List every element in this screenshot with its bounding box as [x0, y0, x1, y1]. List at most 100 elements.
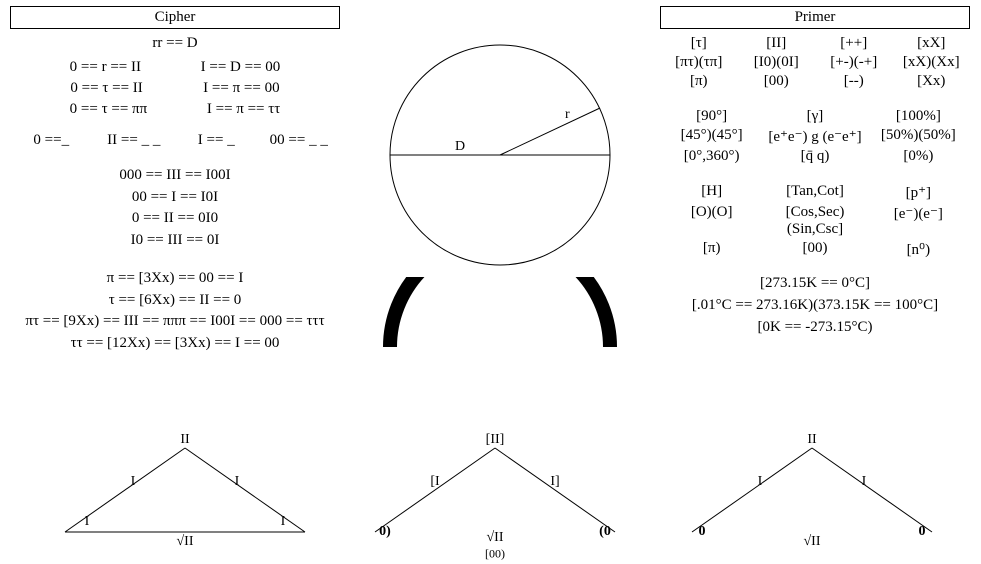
- p2-r1c1: [e⁺e⁻) g (e⁻e⁺]: [763, 127, 866, 146]
- center-diagrams: D r: [360, 40, 640, 357]
- p2-r2c0: [0°,360°): [660, 148, 763, 165]
- tri-r-right-side: [812, 448, 932, 532]
- cipher-tick-row: 0 ==_ II == _ _ I == _ 00 == _ _: [10, 132, 340, 149]
- p3-r0c2: [p⁺]: [867, 183, 970, 202]
- tri-c-base-center: √II: [486, 530, 503, 546]
- tri-l-base-center: √II: [176, 534, 193, 550]
- cipher-low-block: π == [3Xx) == 00 == I τ == [6Xx) == II =…: [10, 268, 340, 355]
- cipher-low-1: τ == [6Xx) == II == 0: [10, 290, 340, 312]
- p3-r0c1: [Tan,Cot]: [763, 183, 866, 202]
- radius-line: [500, 108, 600, 155]
- p3-r1c2: [e⁻)(e⁻]: [867, 204, 970, 238]
- p1-r0c2: [++]: [815, 35, 893, 52]
- tri-c-mid-right: I]: [550, 474, 559, 490]
- triangle-center-svg: [355, 440, 635, 540]
- p3-r1c0: [O)(O]: [660, 204, 763, 238]
- p2-r0c1: [γ]: [763, 108, 866, 125]
- cipher-mid-3: I0 == III == 0I: [10, 230, 340, 252]
- tri-l-right-side: [185, 448, 305, 532]
- r-label: r: [565, 107, 570, 122]
- tri-r-base-center: √II: [803, 534, 820, 550]
- arc-path: [390, 277, 610, 347]
- triangle-right-svg: [672, 440, 952, 540]
- p3-r2c2: [n⁰): [867, 240, 970, 259]
- primer-grid-2: [90°] [γ] [100%] [45°)(45°] [e⁺e⁻) g (e⁻…: [660, 108, 970, 165]
- cipher-pair-row-1: 0 == τ == II I == π == 00: [10, 80, 340, 97]
- temp-2: [0K == -273.15°C): [660, 317, 970, 339]
- tri-l-mid-right: I: [235, 474, 240, 490]
- p2-r1c0: [45°)(45°]: [660, 127, 763, 146]
- p1-r1c0: [πτ)(τπ]: [660, 54, 738, 71]
- p1-r1c2: [+-)(-+]: [815, 54, 893, 71]
- cipher-pair-0-left: 0 == r == II: [70, 59, 141, 76]
- cipher-pair-1-right: I == π == 00: [203, 80, 279, 97]
- p3-r2c1: [00): [763, 240, 866, 259]
- cipher-tick-2: I == _: [175, 132, 258, 149]
- cipher-tick-1: II == _ _: [93, 132, 176, 149]
- d-label: D: [455, 139, 465, 154]
- tri-r-left-side: [692, 448, 812, 532]
- tri-r-base-right: 0: [919, 524, 926, 540]
- cipher-tick-3: 00 == _ _: [258, 132, 341, 149]
- tri-c-base-left: 0): [379, 524, 391, 540]
- cipher-tick-0: 0 ==_: [10, 132, 93, 149]
- cipher-header: Cipher: [10, 6, 340, 29]
- cipher-panel: Cipher rr == D 0 == r == II I == D == 00…: [10, 6, 340, 355]
- p1-r0c3: [xX]: [893, 35, 971, 52]
- cipher-mid-2: 0 == II == 0I0: [10, 208, 340, 230]
- tri-c-mid-left: [I: [430, 474, 439, 490]
- triangle-left: II I I I I √II: [45, 440, 325, 560]
- cipher-pair-row-0: 0 == r == II I == D == 00: [10, 59, 340, 76]
- p1-r2c2: [--): [815, 73, 893, 90]
- p1-r0c0: [τ]: [660, 35, 738, 52]
- tri-c-apex: [II]: [486, 432, 505, 448]
- cipher-pair-row-2: 0 == τ == ππ I == π == ττ: [10, 101, 340, 118]
- p2-r0c0: [90°]: [660, 108, 763, 125]
- p1-r2c0: [π): [660, 73, 738, 90]
- circle-diagram: D r: [360, 40, 640, 270]
- temp-0: [273.15K == 0°C]: [660, 273, 970, 295]
- tri-r-mid-left: I: [758, 474, 763, 490]
- cipher-pair-0-right: I == D == 00: [201, 59, 281, 76]
- p1-r0c1: [II]: [738, 35, 816, 52]
- triangle-center: [II] [I I] 0) (0 √II [00): [355, 440, 635, 560]
- cipher-mid-0: 000 == III == I00I: [10, 165, 340, 187]
- arc-diagram: [360, 277, 640, 352]
- triangle-right: II I I 0 0 √II: [672, 440, 952, 560]
- tri-c-base-right: (0: [599, 524, 611, 540]
- cipher-pair-2-right: I == π == ττ: [207, 101, 280, 118]
- p3-r2c0: [π): [660, 240, 763, 259]
- cipher-pair-1-left: 0 == τ == II: [70, 80, 142, 97]
- cipher-mid-1: 00 == I == I0I: [10, 187, 340, 209]
- cipher-top-center: rr == D: [10, 33, 340, 55]
- tri-l-left-side: [65, 448, 185, 532]
- tri-l-apex: II: [180, 432, 189, 448]
- cipher-low-3: ττ == [12Xx) == [3Xx) == I == 00: [10, 333, 340, 355]
- cipher-pair-2-left: 0 == τ == ππ: [70, 101, 148, 118]
- p2-r1c2: [50%)(50%]: [867, 127, 970, 146]
- p1-r1c3: [xX)(Xx]: [893, 54, 971, 71]
- p1-r2c1: [00): [738, 73, 816, 90]
- tri-l-base-right: I: [281, 514, 286, 530]
- primer-temp-block: [273.15K == 0°C] [.01°C == 273.16K)(373.…: [660, 273, 970, 338]
- p1-r2c3: [Xx): [893, 73, 971, 90]
- p2-r0c2: [100%]: [867, 108, 970, 125]
- primer-panel: Primer [τ] [II] [++] [xX] [πτ)(τπ] [I0)(…: [660, 6, 970, 338]
- p3-r1c1: [Cos,Sec)(Sin,Csc]: [763, 204, 866, 238]
- cipher-mid-block: 000 == III == I00I 00 == I == I0I 0 == I…: [10, 165, 340, 252]
- tri-c-sub-center: [00): [485, 547, 505, 562]
- primer-grid-3: [H] [Tan,Cot] [p⁺] [O)(O] [Cos,Sec)(Sin,…: [660, 183, 970, 259]
- tri-r-base-left: 0: [699, 524, 706, 540]
- tri-r-mid-right: I: [862, 474, 867, 490]
- cipher-low-2: πτ == [9Xx) == III == πππ == I00I == 000…: [10, 311, 340, 333]
- p1-r1c1: [I0)(0I]: [738, 54, 816, 71]
- p3-r0c0: [H]: [660, 183, 763, 202]
- temp-1: [.01°C == 273.16K)(373.15K == 100°C]: [660, 295, 970, 317]
- tri-c-left-side: [375, 448, 495, 532]
- primer-header: Primer: [660, 6, 970, 29]
- primer-grid-1: [τ] [II] [++] [xX] [πτ)(τπ] [I0)(0I] [+-…: [660, 35, 970, 90]
- p2-r2c2: [0%): [867, 148, 970, 165]
- tri-r-apex: II: [807, 432, 816, 448]
- cipher-low-0: π == [3Xx) == 00 == I: [10, 268, 340, 290]
- tri-l-mid-left: I: [131, 474, 136, 490]
